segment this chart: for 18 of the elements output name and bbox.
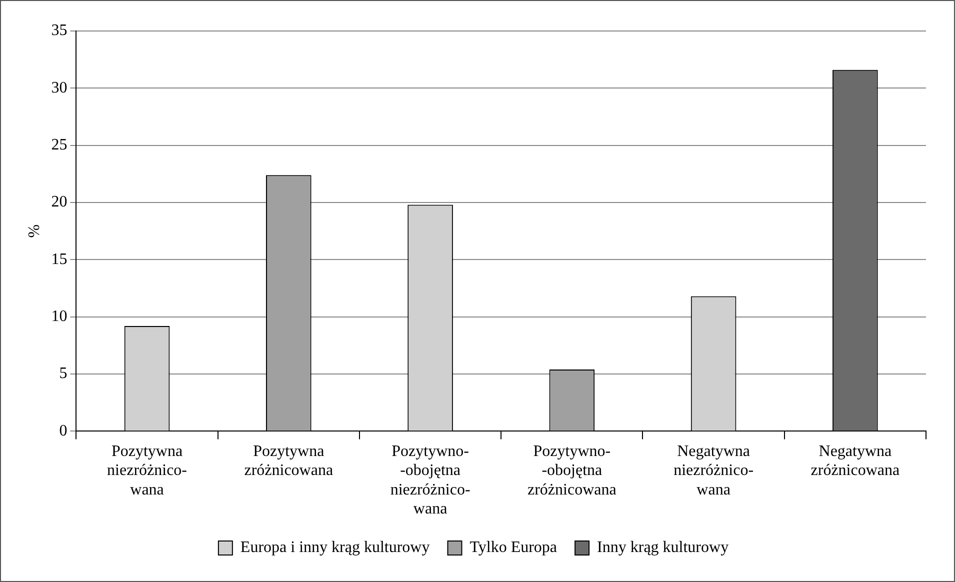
x-tick-label: Pozytywno- -obojętna zróżnicowana	[527, 443, 616, 498]
y-tick-label: 30	[51, 79, 68, 96]
y-tick-label: 0	[59, 422, 68, 440]
x-tick-label: Pozytywna zróżnicowana	[244, 443, 334, 480]
legend-label: Tylko Europa	[470, 539, 558, 556]
y-tick-label: 20	[51, 194, 68, 211]
x-tick-label: Negatywna niezróżnico- wana	[674, 443, 754, 498]
y-tick-label: 15	[51, 250, 68, 268]
y-axis-title: %	[26, 224, 43, 238]
legend-label: Inny krąg kulturowy	[597, 539, 729, 556]
y-tick-label: 10	[51, 308, 68, 326]
x-tick-label: Pozytywno- -obojętna niezróżnico- wana	[390, 443, 470, 518]
y-tick-label: 25	[51, 136, 68, 154]
y-tick-label: 5	[59, 365, 68, 382]
legend-label: Europa i inny krąg kulturowy	[240, 539, 430, 556]
x-tick-label: Pozytywna niezróżnico- wana	[107, 443, 187, 498]
y-tick-label: 35	[51, 22, 68, 40]
x-tick-label: Negatywna zróżnicowana	[810, 443, 900, 480]
